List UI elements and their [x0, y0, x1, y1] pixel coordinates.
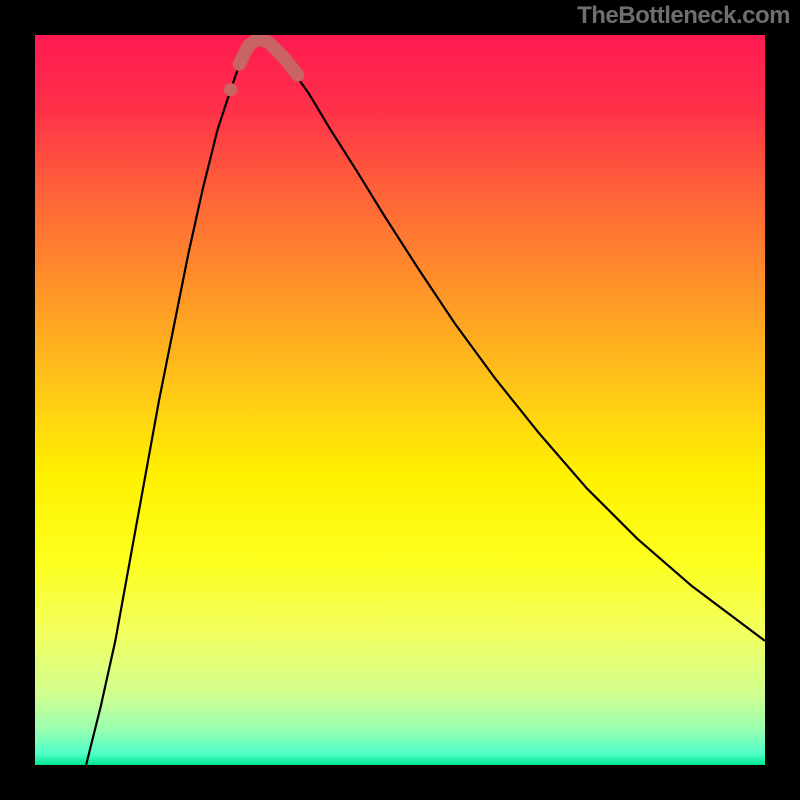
watermark-text: TheBottleneck.com	[577, 2, 790, 30]
marker-segment	[239, 39, 297, 76]
marker-dot	[224, 83, 237, 96]
chart-frame: TheBottleneck.com	[0, 0, 800, 800]
marker-overlay	[35, 35, 765, 765]
plot-area	[35, 35, 765, 765]
